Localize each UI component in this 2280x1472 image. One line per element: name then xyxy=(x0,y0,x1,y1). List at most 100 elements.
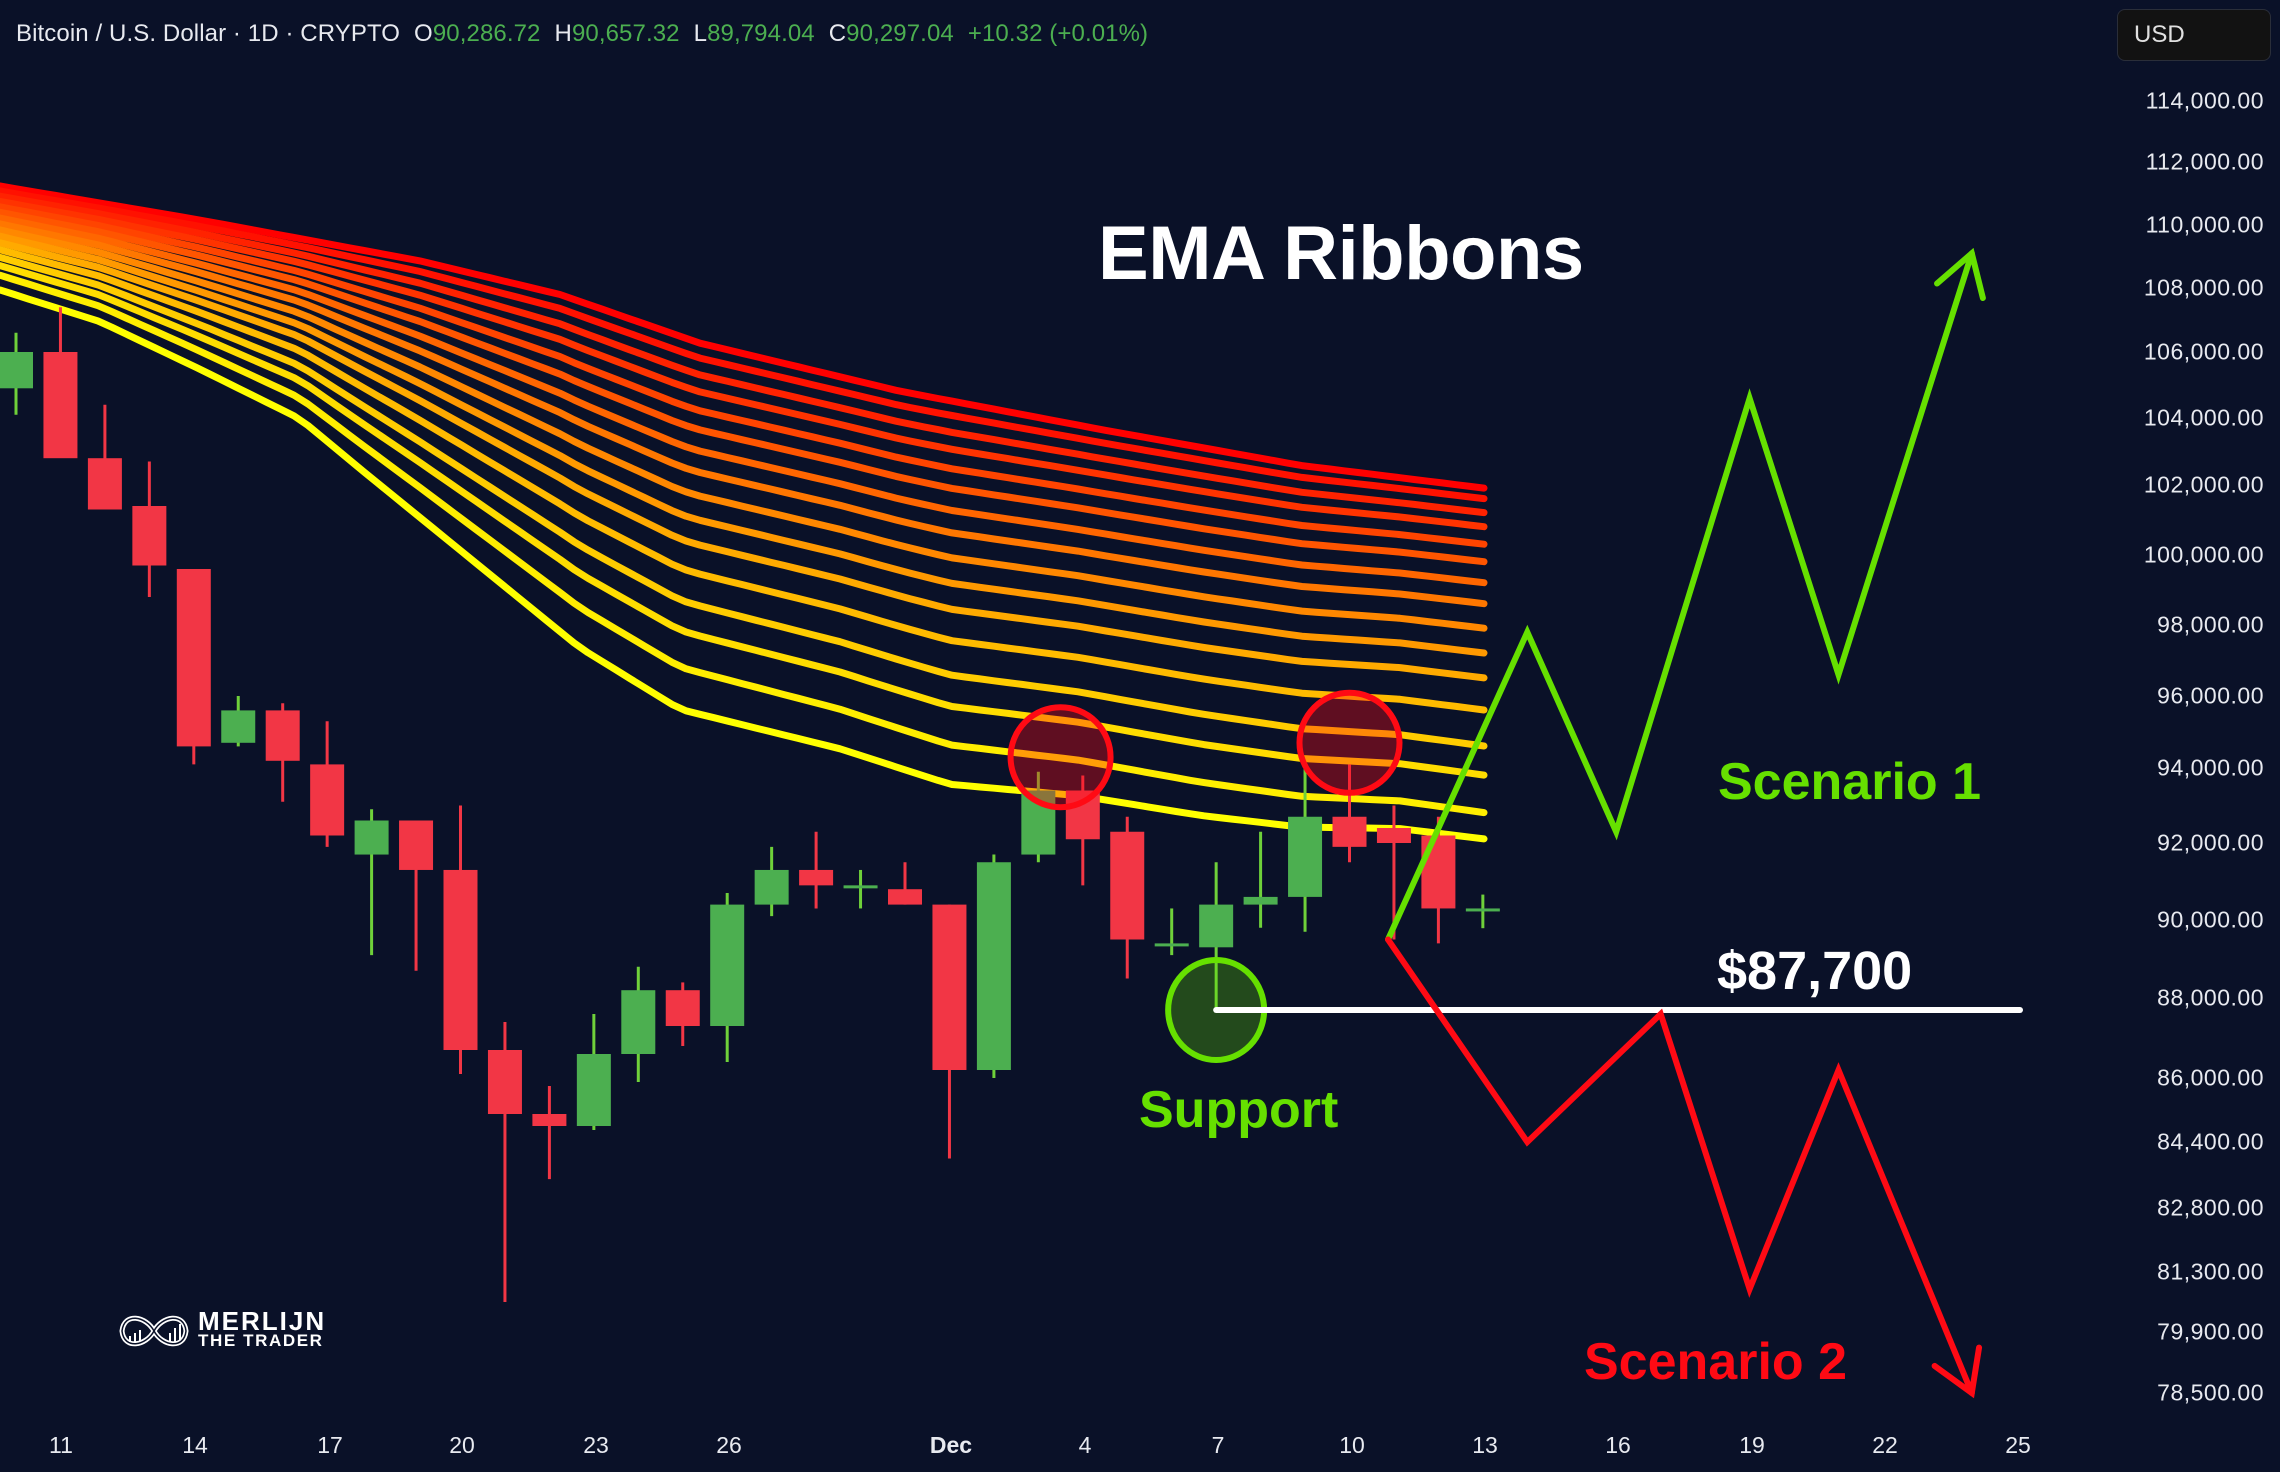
change-value: +10.32 (+0.01%) xyxy=(967,20,1149,47)
price-tick: 86,000.00 xyxy=(2157,1064,2264,1091)
price-tick: 108,000.00 xyxy=(2143,274,2264,301)
candle-body[interactable] xyxy=(1288,816,1323,897)
merlijn-logo: MERLIJN THE TRADER xyxy=(116,1306,326,1356)
candle-body[interactable] xyxy=(43,352,78,459)
candle-body[interactable] xyxy=(221,710,256,743)
candle-body[interactable] xyxy=(310,764,345,836)
price-tick: 102,000.00 xyxy=(2143,471,2264,498)
candle-body[interactable] xyxy=(710,904,745,1026)
candle-body[interactable] xyxy=(1421,835,1456,909)
ema-line xyxy=(0,203,1488,548)
date-tick: 10 xyxy=(1339,1432,1365,1458)
ema-line xyxy=(0,253,1488,750)
candle-body[interactable] xyxy=(1465,908,1500,912)
candle-body[interactable] xyxy=(665,990,700,1026)
price-tick: 96,000.00 xyxy=(2157,682,2264,709)
candle-body[interactable] xyxy=(399,820,434,870)
candle-body[interactable] xyxy=(888,889,922,905)
date-tick: 25 xyxy=(2005,1432,2031,1458)
candle-body[interactable] xyxy=(754,869,789,905)
price-tick: 79,900.00 xyxy=(2157,1318,2264,1345)
ema-line xyxy=(0,220,1488,608)
date-tick: 17 xyxy=(317,1432,343,1458)
price-tick: 110,000.00 xyxy=(2145,211,2264,238)
date-tick: 13 xyxy=(1472,1432,1498,1458)
candle-body[interactable] xyxy=(1065,790,1100,840)
symbol-header: Bitcoin / U.S. Dollar · 1D · CRYPTO O90,2… xyxy=(16,20,1148,48)
ema-line xyxy=(0,271,1488,817)
scenario2-path[interactable] xyxy=(1385,936,1975,1396)
date-tick: 11 xyxy=(49,1432,73,1458)
candle-body[interactable] xyxy=(576,1054,611,1126)
ema-line xyxy=(0,286,1488,843)
low-label: L xyxy=(693,20,708,47)
ema-line xyxy=(0,214,1488,587)
candle-body[interactable] xyxy=(0,352,33,389)
date-tick: 22 xyxy=(1872,1432,1898,1458)
candle-body[interactable] xyxy=(1199,904,1234,948)
candle-body[interactable] xyxy=(799,869,834,886)
candle-body[interactable] xyxy=(487,1050,522,1114)
date-tick: 7 xyxy=(1211,1432,1225,1458)
candle-body[interactable] xyxy=(976,862,1011,1070)
date-tick: 23 xyxy=(583,1432,609,1458)
scenario1-path[interactable] xyxy=(1385,250,1975,943)
infinity-logo-icon xyxy=(119,1315,189,1347)
ema-line xyxy=(0,226,1488,632)
candle-body[interactable] xyxy=(932,904,967,1070)
symbol-name: Bitcoin / U.S. Dollar · 1D · CRYPTO xyxy=(16,20,401,47)
candle-body[interactable] xyxy=(1376,828,1411,843)
price-tick: 94,000.00 xyxy=(2157,754,2264,781)
ema-line xyxy=(0,192,1488,517)
candle-body[interactable] xyxy=(87,458,122,510)
candle-body[interactable] xyxy=(1154,943,1189,947)
open-value: 90,286.72 xyxy=(432,20,541,47)
price-tick: 90,000.00 xyxy=(2157,906,2264,933)
price-tick: 112,000.00 xyxy=(2145,148,2264,175)
high-label: H xyxy=(554,20,572,47)
candle-body[interactable] xyxy=(621,990,656,1054)
candle-body[interactable] xyxy=(1332,816,1367,847)
ema-line xyxy=(0,197,1488,531)
logo-line2: THE TRADER xyxy=(198,1331,324,1350)
price-tick: 81,300.00 xyxy=(2157,1258,2264,1285)
date-tick: 20 xyxy=(449,1432,475,1458)
price-tick: 106,000.00 xyxy=(2143,338,2264,365)
high-value: 90,657.32 xyxy=(571,20,680,47)
support-label: Support xyxy=(1139,1081,1339,1139)
candle-body[interactable] xyxy=(132,506,167,566)
currency-button[interactable]: USD xyxy=(2117,9,2271,61)
price-tick: 88,000.00 xyxy=(2157,984,2264,1011)
ema-line xyxy=(0,262,1488,779)
price-level-label: $87,700 xyxy=(1717,941,1913,1001)
scenario2-label: Scenario 2 xyxy=(1584,1333,1848,1391)
ema-line xyxy=(0,182,1488,492)
candle-body[interactable] xyxy=(265,710,300,761)
candle-body[interactable] xyxy=(443,869,478,1050)
price-tick: 78,500.00 xyxy=(2157,1379,2264,1406)
ema-line xyxy=(0,187,1488,503)
candle-body[interactable] xyxy=(176,569,211,747)
close-label: C xyxy=(828,20,847,47)
candle-body[interactable] xyxy=(1110,831,1145,940)
date-tick: 14 xyxy=(182,1432,208,1458)
ema-line xyxy=(0,246,1488,714)
candle-body[interactable] xyxy=(532,1114,567,1126)
price-tick: 92,000.00 xyxy=(2157,829,2264,856)
date-tick: 19 xyxy=(1739,1432,1765,1458)
scenario1-label: Scenario 1 xyxy=(1718,753,1982,811)
price-tick: 98,000.00 xyxy=(2157,611,2264,638)
candle-body[interactable] xyxy=(843,885,878,889)
arrow-down-icon xyxy=(1931,1344,1983,1399)
chart-title: EMA Ribbons xyxy=(1098,211,1584,296)
rejection-circle xyxy=(1007,704,1114,811)
date-tick: 4 xyxy=(1078,1432,1092,1458)
logo-line1: MERLIJN xyxy=(198,1306,327,1336)
date-tick: 26 xyxy=(716,1432,742,1458)
candle-body[interactable] xyxy=(1243,896,1278,905)
price-tick: 100,000.00 xyxy=(2143,541,2264,568)
ema-line xyxy=(0,232,1488,657)
candle-body[interactable] xyxy=(354,820,389,855)
price-tick: 114,000.00 xyxy=(2145,87,2264,114)
